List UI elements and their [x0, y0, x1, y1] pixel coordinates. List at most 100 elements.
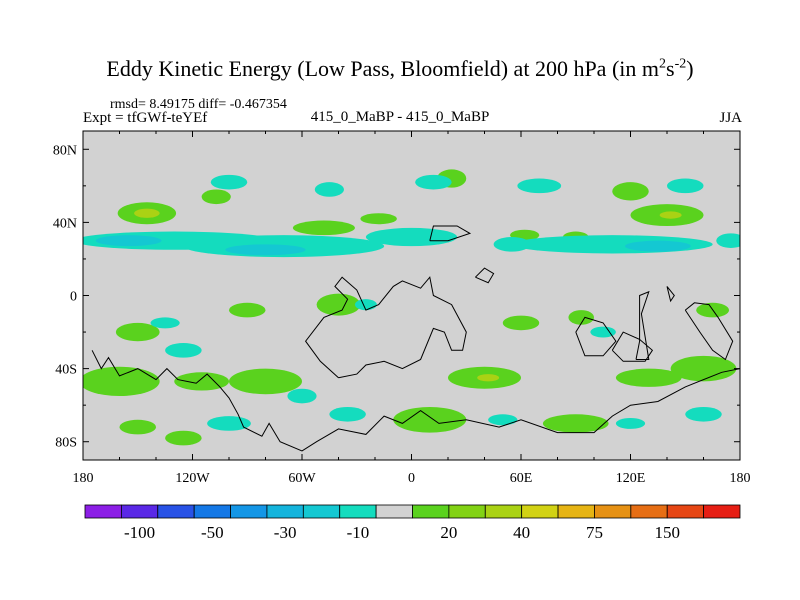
difference-label: 415_0_MaBP - 415_0_MaBP [310, 109, 490, 125]
anomaly-region-49 [685, 406, 722, 422]
y-tick-label-1: 40N [53, 216, 77, 231]
anomaly-region-50 [488, 414, 518, 426]
anomaly-region-24 [670, 355, 737, 382]
colorbar-label-6: 75 [586, 523, 603, 542]
anomaly-region-3 [292, 220, 355, 236]
anomaly-region-23 [615, 368, 682, 387]
anomaly-region-22 [477, 374, 500, 382]
colorbar-label-4: 20 [440, 523, 457, 542]
anomaly-region-31 [415, 174, 452, 190]
colorbar-label-3: -10 [347, 523, 370, 542]
anomaly-region-52 [150, 317, 180, 329]
coastline-6 [635, 290, 650, 360]
anomaly-region-44 [287, 388, 317, 404]
anomaly-region-29 [210, 174, 248, 190]
anomaly-region-33 [667, 178, 704, 194]
coastlines [91, 225, 740, 452]
anomaly-region-28 [119, 419, 156, 435]
anomaly-region-32 [517, 178, 562, 194]
anomaly-region-26 [542, 414, 609, 433]
colorbar-label-0: -100 [124, 523, 155, 542]
colorbar-swatch-9 [412, 504, 450, 519]
anomaly-region-14 [502, 315, 540, 331]
colorbar-swatch-1 [120, 504, 159, 519]
anomaly-region-20 [174, 372, 229, 391]
x-tick-label-2: 60W [288, 471, 316, 486]
colorbar-swatch-6 [302, 504, 341, 519]
x-tick-label-0: 180 [73, 471, 94, 486]
y-tick-label-0: 80N [53, 143, 77, 158]
x-tick-label-3: 0 [408, 471, 415, 486]
anomaly-region-17 [83, 366, 160, 397]
anomaly-fields [83, 169, 740, 446]
colorbar-label-2: -30 [274, 523, 297, 542]
anomaly-region-13 [229, 302, 266, 318]
anomaly-region-46 [329, 406, 366, 422]
experiment-label: Expt = tfGWf-teYEf [83, 110, 208, 126]
anomaly-region-12 [115, 322, 160, 342]
colorbar-swatch-8 [375, 504, 413, 519]
anomaly-region-11 [316, 293, 361, 316]
colorbar-swatch-4 [230, 504, 268, 519]
anomaly-region-47 [590, 326, 616, 338]
colorbar-swatch-12 [521, 504, 559, 519]
y-tick-label-3: 40S [55, 363, 77, 378]
anomaly-region-39 [95, 235, 162, 247]
colorbar-swatch-0 [84, 504, 122, 519]
coastline-1 [304, 276, 467, 379]
colorbar-swatch-17 [703, 504, 741, 519]
colorbar-swatch-11 [484, 504, 523, 519]
anomaly-region-4 [360, 213, 397, 225]
stats-text: rmsd= 8.49175 diff= -0.467354 [110, 97, 287, 112]
x-tick-label-5: 120E [616, 471, 646, 486]
x-tick-label-1: 120W [175, 471, 210, 486]
anomaly-region-2 [201, 189, 231, 205]
anomaly-region-8 [659, 211, 682, 219]
chart-title: Eddy Kinetic Energy (Low Pass, Bloomfiel… [106, 56, 694, 81]
coastline-2 [429, 225, 472, 242]
x-axis: 180 120W 60W 0 60E 120E 180 [73, 131, 751, 486]
anomaly-region-15 [568, 310, 594, 325]
anomaly-region-25 [393, 406, 467, 433]
colorbar-swatch-13 [557, 504, 595, 519]
colorbar-swatch-15 [630, 504, 668, 519]
colorbar-label-5: 40 [513, 523, 530, 542]
coastline-7 [684, 302, 734, 361]
coastline-8 [666, 286, 675, 303]
y-axis: 80N 40N 0 40S 80S [53, 143, 740, 451]
coastline-3 [475, 267, 495, 284]
anomaly-region-38 [716, 233, 740, 248]
colorbar-swatch-16 [666, 504, 705, 519]
colorbar-label-7: 150 [654, 523, 680, 542]
anomaly-region-18 [229, 368, 302, 395]
colorbar-swatch-3 [193, 504, 231, 519]
anomaly-region-41 [625, 240, 691, 252]
anomaly-region-51 [354, 299, 377, 311]
coastline-5 [611, 331, 654, 362]
anomaly-region-40 [225, 244, 306, 256]
anomaly-region-1 [134, 208, 160, 218]
colorbar: -100 -50 -30 -10 20 40 75 150 [84, 504, 741, 542]
season-label: JJA [719, 110, 742, 126]
anomaly-region-48 [615, 417, 646, 429]
colorbar-swatch-14 [594, 504, 632, 519]
coastline-0 [91, 350, 740, 452]
anomaly-region-10 [612, 182, 649, 201]
anomaly-region-36 [365, 227, 458, 247]
anomaly-region-43 [165, 343, 202, 358]
colorbar-swatch-5 [266, 504, 304, 519]
colorbar-swatch-7 [339, 504, 377, 519]
y-tick-label-2: 0 [70, 290, 77, 305]
anomaly-region-30 [314, 182, 344, 197]
anomaly-region-42 [493, 237, 531, 252]
colorbar-swatch-2 [157, 504, 195, 519]
coastline-4 [575, 316, 617, 357]
colorbar-label-1: -50 [201, 523, 224, 542]
anomaly-region-27 [165, 430, 202, 446]
x-tick-label-6: 180 [730, 471, 751, 486]
y-tick-label-4: 80S [55, 436, 77, 451]
colorbar-swatch-10 [448, 504, 486, 519]
x-tick-label-4: 60E [510, 471, 533, 486]
anomaly-region-45 [207, 416, 251, 431]
